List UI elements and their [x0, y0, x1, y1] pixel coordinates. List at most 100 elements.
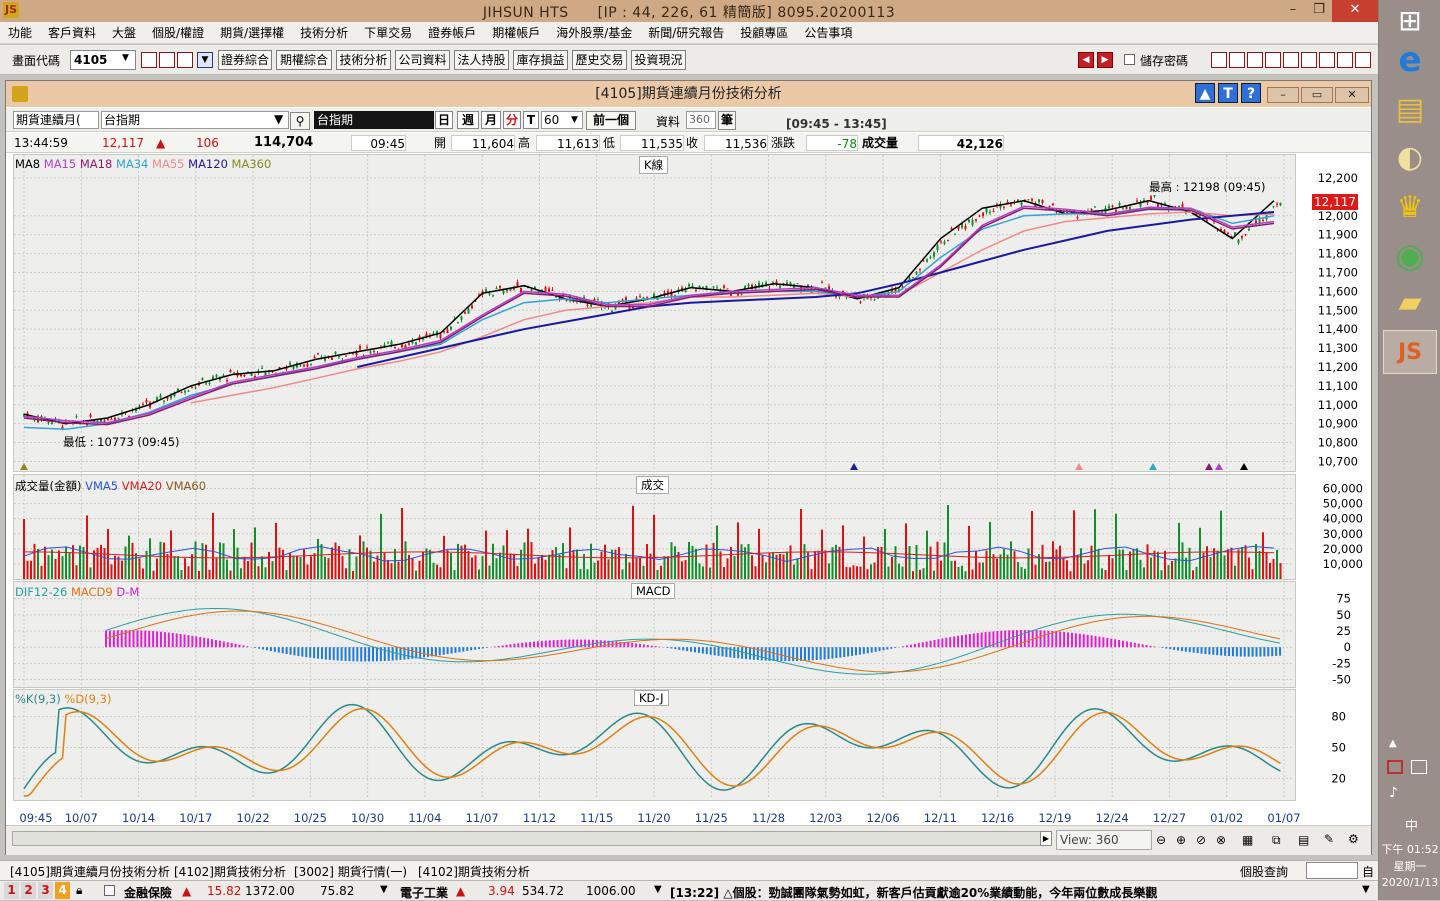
file-explorer-icon[interactable]: ▤ [1395, 92, 1425, 127]
tab-week[interactable]: 週 [457, 111, 479, 129]
window-icon[interactable] [159, 52, 175, 68]
win-minimize-button[interactable]: – [1267, 87, 1299, 103]
zoom-in-icon[interactable]: ⊕ [1176, 833, 1187, 847]
copy-icon[interactable]: ⧉ [1272, 833, 1281, 847]
lock-icon[interactable]: 🔒︎ [76, 883, 83, 897]
jihsun-app-icon[interactable]: JS [1383, 330, 1437, 374]
menu-item[interactable]: 證券帳戶 [428, 26, 477, 40]
window-tab[interactable]: [4102]期貨技術分析 [174, 865, 286, 879]
menu-item[interactable]: 大盤 [112, 26, 137, 40]
tab-minute[interactable]: 分 [503, 111, 521, 129]
toolbar-button[interactable]: 公司資料 [395, 50, 450, 70]
help-icon[interactable]: ? [1241, 83, 1261, 103]
zoom-out-icon[interactable]: ⊖ [1156, 833, 1167, 847]
toolbar-button[interactable]: 期權綜合 [276, 50, 332, 70]
tab-day[interactable]: 日 [435, 111, 453, 129]
scroll-right-icon[interactable]: ▶ [1040, 831, 1052, 846]
settings-chart-icon[interactable]: ▦ [1242, 833, 1254, 847]
pen-icon[interactable]: ✎ [1324, 832, 1335, 846]
up-arrow-icon[interactable]: ▲ [1195, 83, 1215, 103]
menu-item[interactable]: 期權帳戶 [492, 26, 541, 40]
symbol-dropdown-icon[interactable]: ▼ [274, 112, 284, 126]
chevron-down-icon[interactable]: ▼ [122, 53, 129, 63]
toolbar-button[interactable]: 歷史交易 [572, 50, 627, 70]
screen-code-input[interactable]: 4105 [70, 50, 136, 70]
menu-item[interactable]: 下單交易 [364, 26, 413, 40]
sticky-notes-icon[interactable]: ▰ [1398, 285, 1422, 320]
minimize-button[interactable]: – [1289, 2, 1297, 17]
menu-item[interactable]: 客戶資料 [48, 26, 97, 40]
win-restore-button[interactable]: ▭ [1301, 87, 1333, 103]
zoom-reset-icon[interactable]: ⊘ [1196, 833, 1207, 847]
menu-item[interactable]: 公告事項 [804, 26, 853, 40]
next-arrow-icon[interactable]: ▶ [1097, 52, 1113, 68]
tool-icon[interactable] [1211, 52, 1227, 68]
print-icon[interactable] [177, 52, 193, 68]
tool-icon[interactable] [1265, 52, 1281, 68]
menu-item[interactable]: 新聞/研究報告 [648, 26, 725, 40]
tray-arrow-icon[interactable]: ▲ [1389, 738, 1397, 749]
unit-button[interactable]: 筆 [718, 111, 736, 130]
window-tab[interactable]: [4105]期貨連續月份技術分析 [10, 865, 170, 879]
volume-icon[interactable]: ♪ [1389, 785, 1398, 801]
tool-icon[interactable] [1247, 52, 1263, 68]
ticker-dropdown-icon[interactable]: ▼ [380, 884, 388, 895]
paint-icon[interactable]: ◐ [1396, 140, 1424, 175]
toolbar-button[interactable]: 投資現況 [631, 50, 686, 70]
tool-icon[interactable] [1301, 52, 1317, 68]
ticker-page-3[interactable]: 3 [38, 882, 53, 899]
gear-icon[interactable]: ⚙ [1348, 832, 1359, 846]
tool-icon[interactable] [1319, 52, 1335, 68]
restore-button[interactable]: ❐ [1313, 2, 1325, 17]
close-button[interactable]: ✕ [1332, 0, 1378, 22]
menu-item[interactable]: 個股/權證 [152, 26, 205, 40]
save-password-checkbox[interactable] [1124, 54, 1135, 65]
toolbar-button[interactable]: 庫存損益 [513, 50, 568, 70]
network-icon[interactable] [1411, 760, 1427, 774]
toolbar-button[interactable]: 技術分析 [336, 50, 391, 70]
tool-icon[interactable] [1283, 52, 1299, 68]
win-close-button[interactable]: ✕ [1335, 87, 1369, 103]
ime-indicator[interactable]: 中 [1405, 819, 1419, 834]
prev-arrow-icon[interactable]: ◀ [1078, 52, 1094, 68]
menu-item[interactable]: 投顧專區 [740, 26, 789, 40]
horizontal-scrollbar[interactable] [12, 831, 1044, 846]
ticker-page-4[interactable]: 4 [55, 882, 70, 899]
ticker-checkbox[interactable] [104, 885, 115, 896]
ticker-dropdown-icon[interactable]: ▼ [654, 884, 662, 895]
tool-icon[interactable] [1355, 52, 1371, 68]
ticker-page-2[interactable]: 2 [21, 882, 36, 899]
data-count-input[interactable]: 360 [686, 111, 716, 129]
crown-icon[interactable]: ♛ [1396, 190, 1424, 225]
tool-icon[interactable] [1337, 52, 1353, 68]
menu-item[interactable]: 海外股票/基金 [556, 26, 633, 40]
window-tab[interactable]: [4102]期貨技術分析 [418, 865, 530, 879]
tab-month[interactable]: 月 [481, 111, 501, 129]
symbol-input[interactable]: 台指期 [101, 111, 289, 129]
table-icon[interactable]: ▤ [1298, 833, 1310, 847]
magnifier-icon[interactable]: ⚲ [290, 112, 310, 130]
search-icon[interactable] [141, 52, 157, 68]
toolbar-button[interactable]: 證券綜合 [218, 50, 272, 70]
zoom-fit-icon[interactable]: ⊗ [1216, 833, 1227, 847]
product-select[interactable]: 期貨連續月( [13, 111, 99, 129]
menu-item[interactable]: 功能 [8, 26, 33, 40]
menu-item[interactable]: 技術分析 [300, 26, 349, 40]
tool-icon[interactable] [1229, 52, 1245, 68]
text-tool-icon[interactable]: T [1218, 83, 1238, 103]
toolbar-button[interactable]: 法人持股 [454, 50, 509, 70]
interval-select[interactable]: 60 [541, 111, 583, 129]
clock-time[interactable]: 下午 01:52 [1381, 843, 1439, 856]
news-ticker[interactable]: [13:22] △個股：勁誠團隊氣勢如虹，新客戶估貢獻逾20%業績動能，今年兩位… [670, 886, 1158, 900]
interval-dropdown-icon[interactable]: ▼ [571, 115, 578, 125]
tab-tick[interactable]: T [523, 111, 539, 129]
ticker-page-1[interactable]: 1 [4, 882, 19, 899]
window-tab[interactable]: [3002] 期貨行情(一) [294, 865, 408, 879]
ie-browser-icon[interactable]: e [1398, 40, 1422, 80]
tray-shield-icon[interactable] [1387, 760, 1403, 774]
view-box[interactable]: View: 360 [1056, 830, 1152, 850]
chrome-icon[interactable]: ◉ [1395, 236, 1425, 276]
prev-button[interactable]: 前一個 [586, 111, 636, 130]
menu-item[interactable]: 期貨/選擇權 [220, 26, 285, 40]
stock-search-input[interactable] [1306, 862, 1358, 879]
